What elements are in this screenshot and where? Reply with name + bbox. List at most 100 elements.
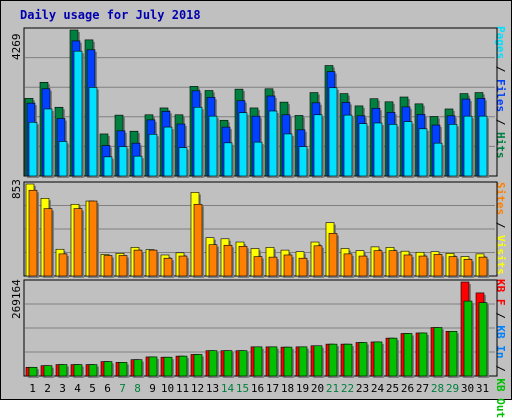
x-tick-label: 7 <box>119 382 126 395</box>
bar-pages <box>343 114 353 177</box>
bar-pages <box>28 122 38 177</box>
bar-sites <box>28 189 38 277</box>
bar-pages <box>268 110 278 177</box>
x-tick-label: 2 <box>44 382 51 395</box>
bar-pages <box>73 50 83 177</box>
bar-sites <box>358 255 368 277</box>
bar-pages <box>253 141 263 177</box>
bar-sites <box>58 253 68 277</box>
bar-pages <box>43 108 53 177</box>
x-tick-label: 16 <box>250 382 265 395</box>
bar-sites <box>313 245 323 277</box>
x-tick-label: 10 <box>160 382 175 395</box>
bar-pages <box>193 106 203 177</box>
x-tick-label: 26 <box>400 382 415 395</box>
bar-kb-out <box>403 333 413 377</box>
bar-pages <box>103 156 113 177</box>
bar-pages <box>208 115 218 177</box>
bar-sites <box>388 250 398 277</box>
bar-pages <box>223 142 233 177</box>
bar-pages <box>313 114 323 177</box>
bar-kb-out <box>373 341 383 377</box>
x-tick-label: 19 <box>295 382 310 395</box>
bar-kb-out <box>343 343 353 377</box>
bar-pages <box>58 141 68 177</box>
bar-pages <box>298 146 308 177</box>
bar-pages <box>178 147 188 177</box>
bar-pages <box>358 123 368 177</box>
bar-kb-out <box>313 345 323 377</box>
bar-sites <box>268 256 278 277</box>
bar-sites <box>88 200 98 277</box>
bar-sites <box>133 249 143 277</box>
bar-sites <box>163 257 173 277</box>
x-tick-label: 23 <box>355 382 370 395</box>
bar-kb-out <box>88 364 98 377</box>
bar-kb-out <box>238 350 248 377</box>
x-tick-label: 24 <box>370 382 385 395</box>
bar-sites <box>43 208 53 277</box>
x-tick-label: 4 <box>74 382 81 395</box>
bar-kb-out <box>283 346 293 377</box>
bar-sites <box>118 255 128 277</box>
x-tick-label: 31 <box>475 382 490 395</box>
bar-kb-out <box>148 356 158 377</box>
bar-kb-out <box>58 364 68 377</box>
bar-pages <box>118 146 128 177</box>
x-tick-label: 30 <box>460 382 475 395</box>
bar-kb-out <box>118 362 128 377</box>
bar-kb-out <box>223 350 233 377</box>
chart-title: Daily usage for July 2018 <box>20 8 201 22</box>
bar-sites <box>178 255 188 277</box>
bar-sites <box>373 250 383 277</box>
bar-kb-out <box>43 365 53 377</box>
x-tick-label: 13 <box>205 382 220 395</box>
bar-sites <box>73 208 83 277</box>
bar-sites <box>343 253 353 277</box>
x-tick-label: 15 <box>235 382 250 395</box>
x-tick-label: 6 <box>104 382 111 395</box>
bar-pages <box>478 115 488 177</box>
bar-kb-out <box>388 337 398 377</box>
bar-kb-out <box>448 331 458 377</box>
bar-pages <box>373 122 383 177</box>
x-tick-label: 29 <box>445 382 460 395</box>
x-tick-label: 1 <box>29 382 36 395</box>
bar-pages <box>433 142 443 177</box>
bar-kb-out <box>73 364 83 377</box>
bar-sites <box>448 256 458 277</box>
bar-pages <box>283 133 293 177</box>
bar-kb-out <box>478 302 488 377</box>
bar-kb-out <box>133 359 143 377</box>
bar-pages <box>88 87 98 177</box>
bar-sites <box>238 246 248 277</box>
bar-kb-out <box>208 350 218 377</box>
bar-pages <box>163 126 173 177</box>
x-tick-label: 12 <box>190 382 205 395</box>
bar-sites <box>208 244 218 277</box>
bar-pages <box>463 115 473 177</box>
x-tick-label: 18 <box>280 382 295 395</box>
x-tick-label: 8 <box>134 382 141 395</box>
bar-pages <box>388 124 398 177</box>
bar-sites <box>253 256 263 277</box>
bar-sites <box>193 203 203 277</box>
x-tick-label: 20 <box>310 382 325 395</box>
bar-pages <box>418 128 428 177</box>
bar-sites <box>433 254 443 277</box>
x-tick-label: 17 <box>265 382 280 395</box>
x-tick-label: 25 <box>385 382 400 395</box>
bar-pages <box>448 124 458 177</box>
bar-sites <box>283 254 293 277</box>
bar-kb-out <box>433 327 443 377</box>
bar-sites <box>478 256 488 277</box>
x-tick-label: 14 <box>220 382 235 395</box>
bar-sites <box>418 255 428 277</box>
chart-plot <box>23 27 498 378</box>
bar-sites <box>328 233 338 277</box>
bar-kb-out <box>163 356 173 377</box>
bar-kb-out <box>463 300 473 377</box>
bar-kb-out <box>253 346 263 377</box>
bar-sites <box>463 258 473 277</box>
bar-kb-out <box>298 346 308 377</box>
